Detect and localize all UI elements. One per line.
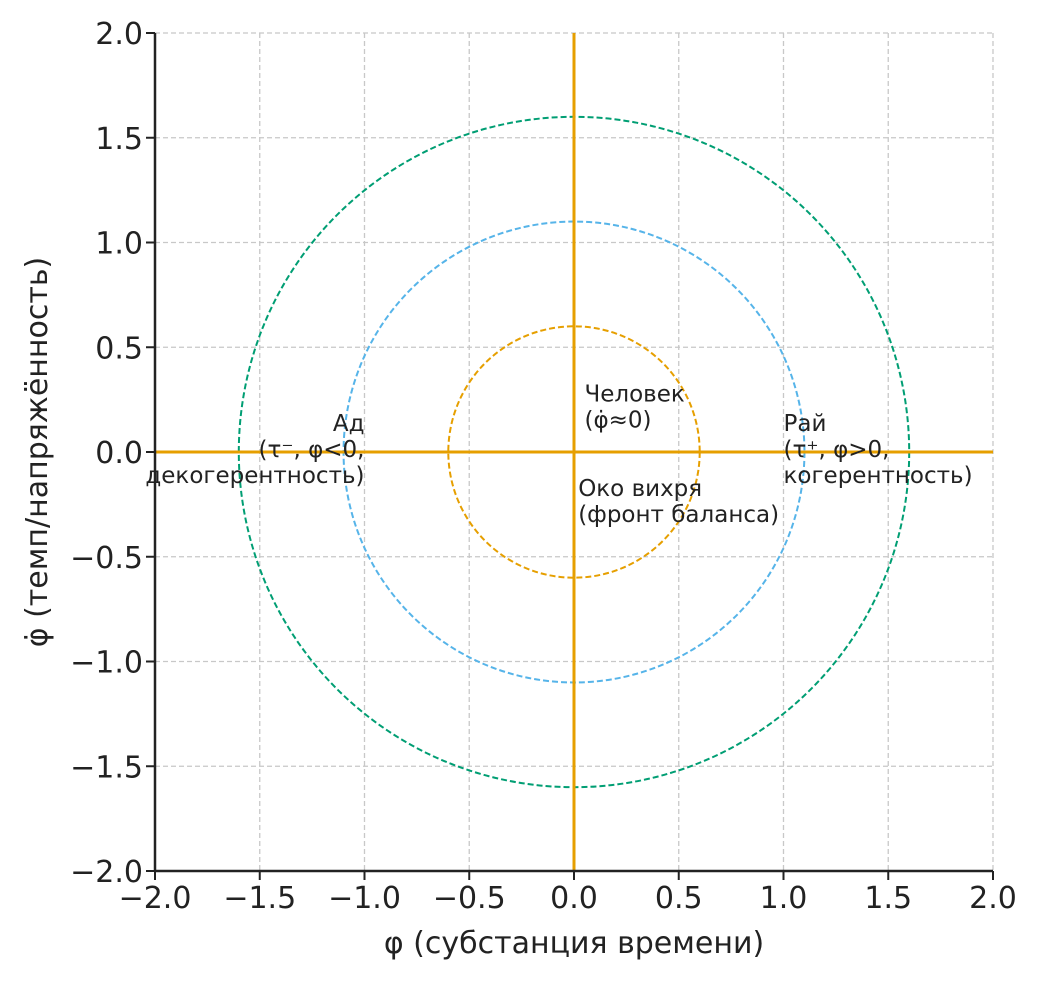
- annotations: Ад (τ⁻, φ<0, декогерентность) Рай (τ⁺, φ>0, к…: [145, 382, 972, 528]
- y-tick-label: 2.0: [95, 17, 143, 52]
- y-axis-label: φ̇ (темп/напряжённость): [20, 257, 55, 647]
- annotation-line: (τ⁻, φ<0,: [259, 437, 365, 463]
- annotation-paradise: Рай (τ⁺, φ>0, когерентность): [784, 411, 973, 489]
- y-tick-label: 0.0: [95, 436, 143, 471]
- x-tick-label: 0.0: [550, 881, 598, 916]
- annotation-line: декогерентность): [145, 463, 364, 489]
- annotation-line: Око вихря: [578, 476, 702, 502]
- annotation-line: (фронт баланса): [578, 502, 779, 528]
- annotation-hell: Ад (τ⁻, φ<0, декогерентность): [145, 411, 364, 489]
- annotation-line: (τ⁺, φ>0,: [784, 437, 890, 463]
- ticks: −2.0−2.0 −1.5 −1.5 −1.0 −1.0 −0.5 −0.5 0.0 0.0 0.…: [70, 17, 1017, 916]
- y-tick-label: −1.5: [70, 750, 143, 785]
- y-tick-label: 1.0: [95, 227, 143, 262]
- x-tick-label: 1.0: [760, 881, 808, 916]
- y-tick-label: 1.5: [95, 122, 143, 157]
- y-tick-label: −2.0: [70, 855, 143, 890]
- x-tick-label: −1.5: [223, 881, 296, 916]
- annotation-line: когерентность): [784, 463, 973, 489]
- annotation-line: Человек: [584, 382, 684, 408]
- x-tick-label: 2.0: [969, 881, 1017, 916]
- x-tick-label: 0.5: [655, 881, 703, 916]
- x-axis-label: φ (субстанция времени): [384, 926, 764, 961]
- annotation-line: (φ̇≈0): [584, 408, 651, 434]
- annotation-human: Человек (φ̇≈0): [584, 382, 684, 434]
- annotation-line: Ад: [333, 411, 365, 437]
- y-tick-label: −1.0: [70, 646, 143, 681]
- y-tick-label: 0.5: [95, 331, 143, 366]
- annotation-vortex-eye: Око вихря (фронт баланса): [578, 476, 779, 528]
- x-tick-label: −0.5: [433, 881, 506, 916]
- annotation-line: Рай: [784, 411, 827, 437]
- y-tick-label: −0.5: [70, 541, 143, 576]
- x-tick-label: 1.5: [864, 881, 912, 916]
- x-tick-label: −1.0: [328, 881, 401, 916]
- zero-axis-lines: [155, 33, 993, 871]
- x-tick-label: −2.0: [119, 881, 192, 916]
